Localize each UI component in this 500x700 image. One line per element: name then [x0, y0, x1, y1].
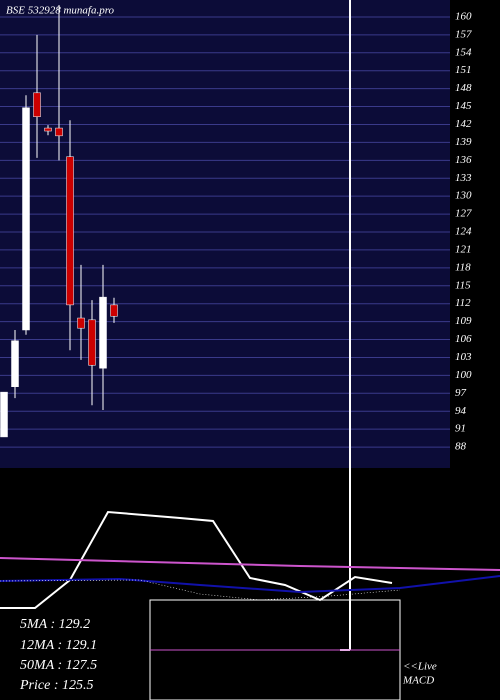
y-tick-label: 133: [455, 172, 472, 184]
candle-body: [55, 127, 63, 137]
y-tick-label: 127: [455, 208, 472, 220]
indicator: 50MA : 127.5: [20, 658, 97, 673]
y-tick-label: 88: [455, 441, 467, 453]
y-tick-label: 100: [455, 369, 472, 381]
y-tick-label: 97: [455, 387, 467, 399]
y-tick-label: 151: [455, 64, 472, 76]
candle-body: [0, 391, 8, 438]
indicator: 12MA : 129.1: [20, 638, 97, 653]
candle-body: [11, 340, 19, 387]
grid: 160 157 154 151 148 145 142 139 136 133 130 127 124 1…: [0, 10, 472, 453]
chart-title: BSE 532928 munafa.pro: [6, 5, 115, 17]
y-tick-label: 142: [455, 118, 472, 130]
y-tick-label: 154: [455, 46, 472, 58]
y-tick-label: 121: [455, 243, 472, 255]
indicator: 5MA : 129.2: [20, 617, 90, 632]
price-panel: [0, 0, 450, 468]
y-tick-label: 91: [455, 423, 466, 435]
y-tick-label: 157: [455, 28, 472, 40]
candle-body: [99, 296, 107, 369]
ma-line: [0, 575, 500, 594]
candle-body: [66, 156, 74, 306]
ma-line: [0, 557, 500, 571]
y-tick-label: 136: [455, 154, 472, 166]
candle-body: [77, 317, 85, 329]
candles: [0, 5, 118, 438]
signal-line: [0, 579, 401, 601]
y-tick-label: 124: [455, 226, 472, 238]
candle-body: [33, 92, 41, 117]
y-tick-label: 115: [455, 279, 471, 291]
y-tick-label: 109: [455, 315, 472, 327]
candle-body: [22, 107, 30, 331]
y-tick-label: 139: [455, 136, 472, 148]
y-tick-label: 145: [455, 100, 472, 112]
y-tick-label: 118: [455, 261, 471, 273]
y-tick-label: 94: [455, 405, 467, 417]
y-tick-label: 103: [455, 351, 472, 363]
candle-body: [44, 127, 52, 132]
ma-line: [0, 510, 393, 609]
y-tick-label: 148: [455, 82, 472, 94]
macd-label: MACD: [402, 675, 434, 687]
y-tick-label: 160: [455, 10, 472, 22]
y-tick-label: 130: [455, 190, 472, 202]
candle-body: [110, 304, 118, 317]
live-label: <<Live: [403, 661, 437, 673]
candle-body: [88, 319, 96, 366]
y-tick-label: 112: [455, 297, 471, 309]
y-tick-label: 106: [455, 333, 472, 345]
indicator: Price : 125.5: [19, 678, 93, 693]
